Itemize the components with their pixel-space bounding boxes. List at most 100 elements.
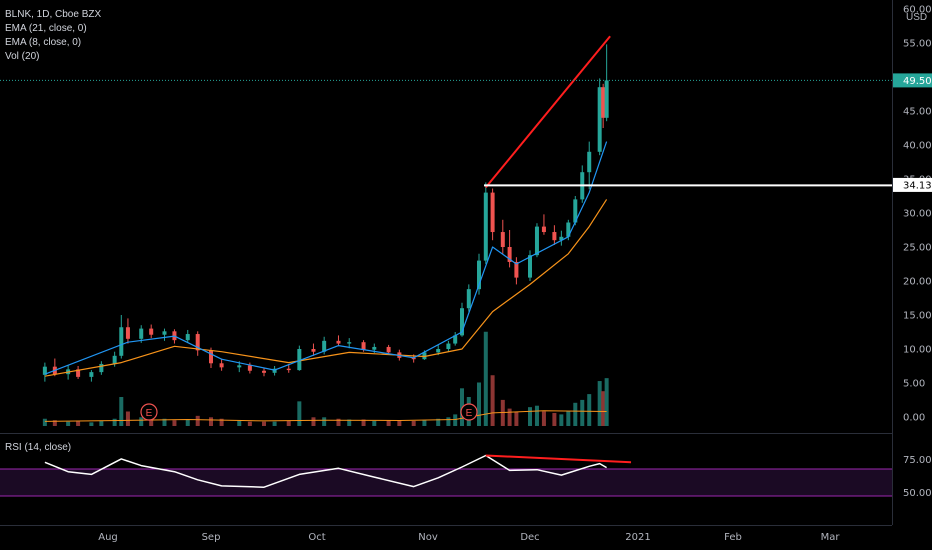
earnings-marker[interactable]: E [140,403,158,421]
volume-bar [139,417,144,426]
candle[interactable] [490,188,495,241]
candle[interactable] [272,366,277,376]
earnings-marker-label: E [466,408,473,419]
candle-body [514,261,519,278]
price-tick-label: 15.00 [903,311,932,322]
candle[interactable] [119,315,124,359]
volume-bar [209,417,213,426]
candle[interactable] [573,196,578,226]
candle-body [361,342,366,350]
candle-body [566,222,571,237]
candle[interactable] [597,78,602,156]
candle[interactable] [185,329,190,343]
candle-body [99,363,104,373]
candle[interactable] [453,332,458,346]
candle-body [185,334,190,341]
volume-bar [112,418,117,426]
candle[interactable] [42,362,47,382]
candle[interactable] [559,230,564,246]
price-tick-label: 45.00 [903,107,932,118]
price-tick-label: 0.00 [903,413,925,424]
candle[interactable] [89,370,94,382]
candle[interactable] [195,331,200,356]
candle[interactable] [604,44,609,122]
candle[interactable] [580,165,585,203]
candle[interactable] [99,361,104,375]
candle[interactable] [528,250,532,281]
candle-body [573,199,578,223]
volume-bar [552,412,557,426]
ema21-label[interactable]: EMA (21, close, 0) [5,23,87,34]
candle[interactable] [386,344,391,355]
candle-body [436,349,441,353]
candle[interactable] [534,223,539,258]
candle[interactable] [483,182,488,264]
candle[interactable] [507,230,512,268]
candle[interactable] [219,358,224,371]
candle[interactable] [162,328,167,341]
candle-body [490,192,495,233]
candle[interactable] [347,338,352,349]
volume-bar [453,414,458,426]
ema8-label[interactable]: EMA (8, close, 0) [5,37,82,48]
candle[interactable] [514,257,519,285]
candle-body [322,340,327,352]
volume-bar [386,420,391,426]
candle[interactable] [500,219,505,254]
level-price-label-bg [893,177,932,192]
candle[interactable] [149,324,154,339]
candle[interactable] [262,368,266,377]
currency-label: USD [906,12,928,23]
candle[interactable] [286,363,291,373]
ema8-line[interactable] [44,141,608,375]
level-price-label[interactable]: 34.13 [903,180,932,191]
candle[interactable] [466,284,471,312]
candle-body [247,365,252,371]
candle[interactable] [446,340,451,352]
volume-bar [262,421,266,426]
candle-body [195,334,200,351]
volume-bar [580,399,585,426]
volume-label[interactable]: Vol (20) [5,51,40,62]
time-tick-label: Aug [98,532,118,543]
volume-bar [195,415,200,426]
price-tick-label: 20.00 [903,277,932,288]
price-tick-label: 55.00 [903,39,932,50]
candle[interactable] [52,358,57,377]
candle-body [311,349,316,352]
candle-body [507,247,512,262]
time-tick-label: Dec [520,532,539,543]
last-price-label[interactable]: 49.50 [903,76,932,87]
volume-bar [125,411,130,426]
candle[interactable] [297,345,302,371]
candle[interactable] [125,318,130,344]
candle-body [372,346,377,350]
volume-bar [411,420,416,426]
candle[interactable] [477,253,481,295]
rsi-legend[interactable]: RSI (14, close) [5,442,72,453]
earnings-marker[interactable]: E [460,403,478,421]
rsi-divergence-line[interactable] [485,454,632,464]
candle-body [209,350,213,364]
candle[interactable] [601,83,606,128]
candle[interactable] [311,343,316,356]
candle-body [119,327,124,356]
candle[interactable] [541,214,546,235]
candle[interactable] [336,335,341,347]
rsi-line[interactable] [44,454,607,488]
candle[interactable] [587,141,592,190]
candle[interactable] [76,366,81,379]
time-tick-label: Nov [418,532,438,543]
candle[interactable] [552,225,557,245]
candle-body [528,255,532,278]
rsi-tick-label: 50.00 [903,488,932,499]
price-tick-label: 30.00 [903,209,932,220]
ema21-line[interactable] [44,199,608,377]
volume-bar [397,420,402,426]
trendline[interactable] [485,35,611,189]
volume-bar [436,418,441,426]
volume-bar [66,421,71,426]
symbol-label[interactable]: BLNK, 1D, Cboe BZX [5,9,102,20]
volume-bar [483,331,488,426]
